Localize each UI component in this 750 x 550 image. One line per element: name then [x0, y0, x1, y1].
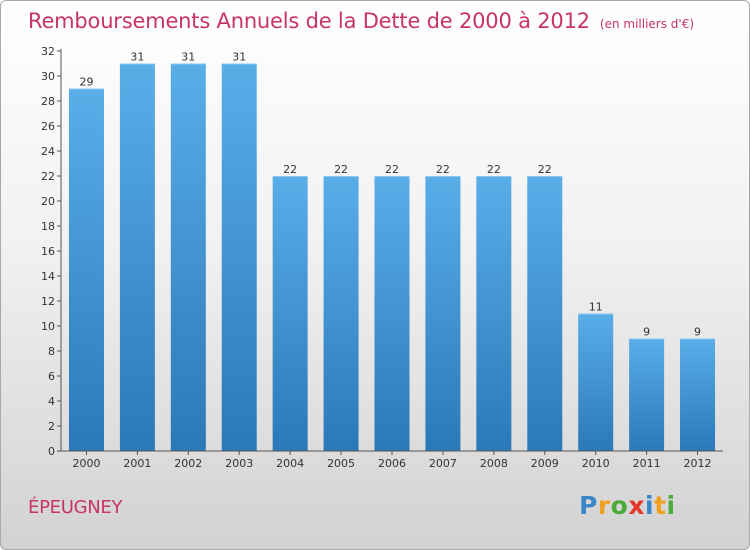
chart-title-block: Remboursements Annuels de la Dette de 20…	[28, 9, 694, 33]
data-label: 22	[385, 163, 399, 176]
y-tick-label: 32	[41, 45, 55, 58]
bar-2001	[119, 63, 155, 451]
y-tick-label: 12	[41, 295, 55, 308]
x-tick-label: 2010	[582, 457, 610, 470]
x-tick-label: 2011	[633, 457, 661, 470]
data-label: 22	[538, 163, 552, 176]
data-label: 9	[694, 326, 701, 339]
bar-2009	[527, 176, 563, 451]
y-tick-label: 14	[41, 270, 55, 283]
data-label: 31	[232, 51, 246, 64]
y-tick-label: 10	[41, 320, 55, 333]
x-tick-label: 2002	[174, 457, 202, 470]
logo-letter: x	[628, 491, 645, 520]
x-tick-label: 2004	[276, 457, 304, 470]
commune-name: ÉPEUGNEY	[28, 497, 123, 518]
x-tick-label: 2007	[429, 457, 457, 470]
bar-2007	[425, 176, 461, 451]
y-tick-label: 26	[41, 120, 55, 133]
logo-letter: r	[597, 491, 611, 520]
data-label: 11	[589, 301, 603, 314]
y-tick-label: 8	[48, 345, 55, 358]
bars: 29 31 31 31 22 22 22 22 22 22 11 9 9	[68, 51, 716, 451]
data-label: 22	[283, 163, 297, 176]
data-label: 9	[643, 326, 650, 339]
x-tick-label: 2000	[72, 457, 100, 470]
bar-2010	[578, 313, 614, 451]
data-label: 22	[487, 163, 501, 176]
bar-2003	[221, 63, 257, 451]
logo-letter: i	[645, 491, 655, 520]
y-tick-label: 20	[41, 195, 55, 208]
x-tick-label: 2012	[684, 457, 712, 470]
bar-2006	[374, 176, 410, 451]
logo-letter: t	[654, 491, 667, 520]
bar-2005	[323, 176, 359, 451]
data-label: 31	[181, 51, 195, 64]
y-tick-label: 24	[41, 145, 55, 158]
bar-2004	[272, 176, 308, 451]
data-label: 29	[79, 76, 93, 89]
logo-letter: P	[579, 491, 598, 520]
logo-letter: o	[610, 491, 629, 520]
data-label: 22	[436, 163, 450, 176]
y-tick-label: 16	[41, 245, 55, 258]
x-tick-label: 2005	[327, 457, 355, 470]
bar-2000	[68, 88, 104, 451]
y-tick-label: 4	[48, 395, 55, 408]
x-tick-label: 2003	[225, 457, 253, 470]
bar-2012	[680, 338, 716, 451]
x-tick-label: 2009	[531, 457, 559, 470]
x-tick-label: 2008	[480, 457, 508, 470]
x-tick-label: 2006	[378, 457, 406, 470]
y-tick-label: 22	[41, 170, 55, 183]
y-tick-label: 28	[41, 95, 55, 108]
bar-2011	[629, 338, 665, 451]
chart-title: Remboursements Annuels de la Dette de 20…	[28, 9, 590, 33]
proxiti-logo[interactable]: Proxiti	[579, 491, 676, 520]
y-tick-label: 6	[48, 370, 55, 383]
logo-letter: i	[666, 491, 676, 520]
x-axis: 2000 2001 2002 2003 2004 2005 2006 2007 2008 2009…	[61, 450, 723, 470]
y-tick-label: 30	[41, 70, 55, 83]
data-label: 31	[130, 51, 144, 64]
data-label: 22	[334, 163, 348, 176]
unit-note: (en milliers d'€)	[599, 17, 695, 31]
y-tick-label: 18	[41, 220, 55, 233]
y-tick-label: 2	[48, 420, 55, 433]
y-tick-label: 0	[48, 445, 55, 458]
bar-2008	[476, 176, 512, 451]
x-tick-label: 2001	[123, 457, 151, 470]
bar-2002	[170, 63, 206, 451]
